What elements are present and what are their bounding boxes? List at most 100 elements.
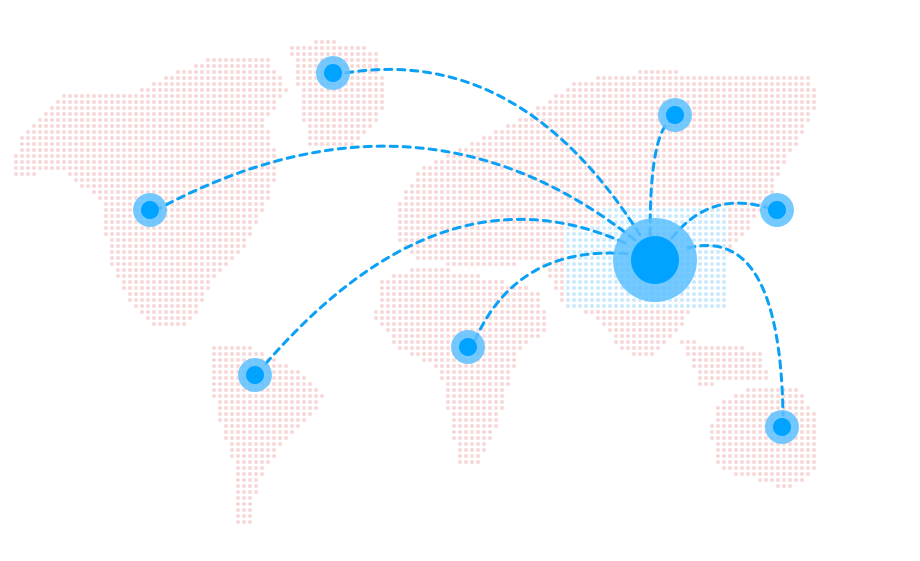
land-dot	[230, 148, 234, 152]
node-north-america[interactable]	[133, 193, 167, 227]
land-dot	[86, 112, 90, 116]
land-dot	[176, 166, 180, 170]
land-dot	[506, 148, 510, 152]
land-dot	[98, 130, 102, 134]
land-dot	[182, 214, 186, 218]
land-dot	[152, 256, 156, 260]
highlight-dot	[566, 286, 570, 290]
land-dot	[710, 142, 714, 146]
land-dot	[452, 178, 456, 182]
node-russia[interactable]	[658, 98, 692, 132]
highlight-dot	[704, 214, 708, 218]
land-dot	[272, 358, 276, 362]
land-dot	[644, 100, 648, 104]
land-dot	[206, 124, 210, 128]
land-dot	[488, 436, 492, 440]
land-dot	[494, 286, 498, 290]
land-dot	[476, 418, 480, 422]
land-dot	[236, 484, 240, 488]
land-dot	[212, 88, 216, 92]
land-dot	[218, 412, 222, 416]
land-dot	[614, 160, 618, 164]
land-dot	[98, 118, 102, 122]
land-dot	[182, 160, 186, 164]
highlight-dot	[692, 208, 696, 212]
land-dot	[230, 412, 234, 416]
land-dot	[176, 232, 180, 236]
land-dot	[242, 136, 246, 140]
land-dot	[188, 154, 192, 158]
land-dot	[578, 106, 582, 110]
land-dot	[500, 370, 504, 374]
land-dot	[656, 154, 660, 158]
land-dot	[524, 220, 528, 224]
land-dot	[476, 154, 480, 158]
land-dot	[170, 268, 174, 272]
land-dot	[656, 130, 660, 134]
land-dot	[404, 298, 408, 302]
land-dot	[200, 280, 204, 284]
node-greenland[interactable]	[316, 56, 350, 90]
node-japan[interactable]	[760, 193, 794, 227]
land-dot	[452, 232, 456, 236]
land-dot	[164, 196, 168, 200]
land-dot	[140, 124, 144, 128]
land-dot	[224, 238, 228, 242]
node-south-america[interactable]	[238, 358, 272, 392]
land-dot	[662, 160, 666, 164]
land-dot	[578, 160, 582, 164]
land-dot	[212, 142, 216, 146]
land-dot	[488, 376, 492, 380]
land-dot	[788, 484, 792, 488]
land-dot	[692, 136, 696, 140]
land-dot	[248, 202, 252, 206]
land-dot	[746, 394, 750, 398]
land-dot	[734, 190, 738, 194]
land-dot	[632, 166, 636, 170]
node-africa[interactable]	[451, 330, 485, 364]
land-dot	[410, 334, 414, 338]
hub-node[interactable]	[613, 218, 697, 302]
land-dot	[242, 508, 246, 512]
land-dot	[656, 88, 660, 92]
land-dot	[440, 286, 444, 290]
land-dot	[410, 196, 414, 200]
land-dot	[500, 322, 504, 326]
land-dot	[434, 358, 438, 362]
highlight-dot	[596, 238, 600, 242]
node-australia[interactable]	[765, 410, 799, 444]
land-dot	[272, 382, 276, 386]
land-dot	[296, 400, 300, 404]
land-dot	[182, 154, 186, 158]
land-dot	[734, 232, 738, 236]
land-dot	[260, 172, 264, 176]
land-dot	[338, 52, 342, 56]
land-dot	[494, 148, 498, 152]
land-dot	[728, 124, 732, 128]
land-dot	[170, 238, 174, 242]
land-dot	[296, 76, 300, 80]
land-dot	[302, 388, 306, 392]
land-dot	[14, 160, 18, 164]
land-dot	[626, 76, 630, 80]
land-dot	[776, 76, 780, 80]
land-dot	[530, 256, 534, 260]
land-dot	[254, 454, 258, 458]
land-dot	[674, 196, 678, 200]
land-dot	[194, 298, 198, 302]
land-dot	[674, 190, 678, 194]
land-dot	[482, 328, 486, 332]
land-dot	[428, 202, 432, 206]
land-dot	[308, 142, 312, 146]
land-dot	[488, 142, 492, 146]
land-dot	[494, 202, 498, 206]
land-dot	[566, 100, 570, 104]
land-dot	[518, 148, 522, 152]
land-dot	[326, 124, 330, 128]
land-dot	[170, 286, 174, 290]
land-dot	[536, 178, 540, 182]
highlight-dot	[644, 304, 648, 308]
land-dot	[488, 286, 492, 290]
land-dot	[512, 316, 516, 320]
land-dot	[464, 388, 468, 392]
